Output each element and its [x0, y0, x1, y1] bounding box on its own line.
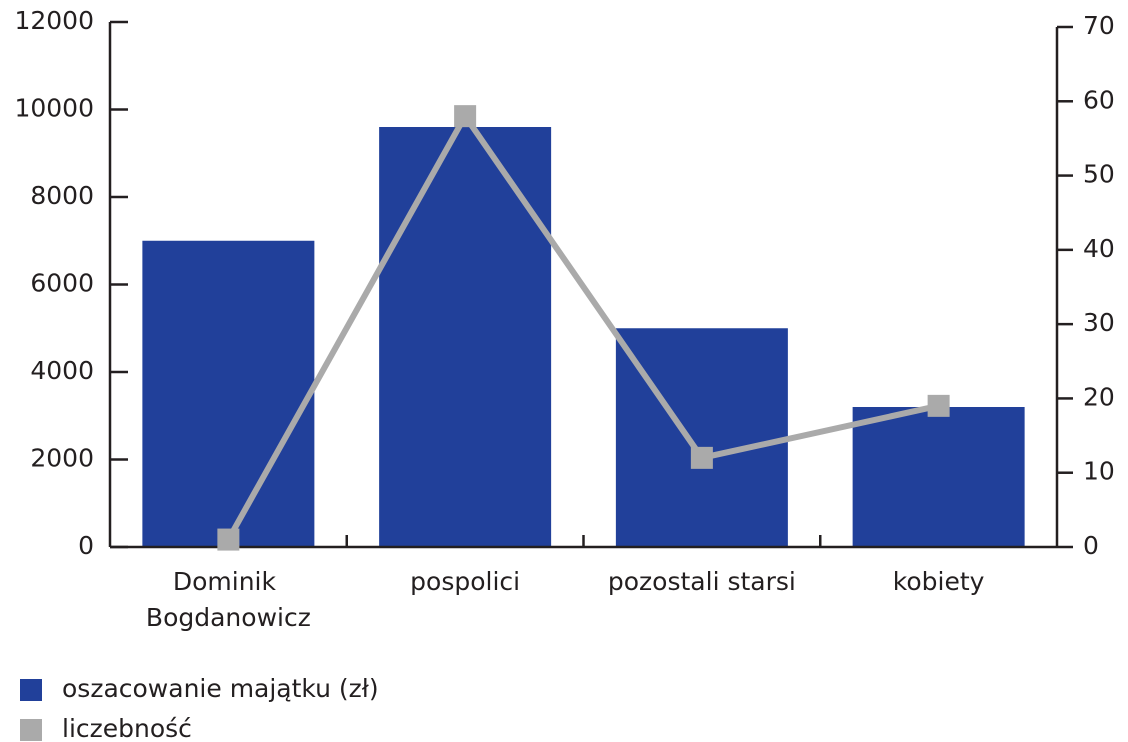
y-tick-label: 4000	[30, 356, 94, 385]
y2-tick-label: 50	[1083, 160, 1115, 189]
line-marker	[690, 446, 713, 469]
y2-tick-label: 70	[1083, 11, 1115, 40]
y2-tick-label: 40	[1083, 234, 1115, 263]
x-tick-label: pozostali starsi	[608, 567, 796, 596]
line-marker	[927, 394, 950, 417]
y-tick-label: 2000	[30, 444, 94, 473]
x-tick-label: pospolici	[410, 567, 520, 596]
y-tick-label: 10000	[14, 94, 94, 123]
x-tick-label: kobiety	[893, 567, 985, 596]
bar	[142, 240, 315, 547]
legend-label: oszacowanie majątku (zł)	[62, 674, 379, 703]
y-tick-label: 8000	[30, 181, 94, 210]
y2-tick-label: 10	[1083, 457, 1115, 486]
y2-tick-label: 60	[1083, 85, 1115, 114]
bar	[615, 328, 788, 547]
y-tick-label: 0	[78, 531, 94, 560]
bar	[852, 407, 1025, 547]
y2-tick-label: 20	[1083, 382, 1115, 411]
line-marker	[217, 528, 240, 551]
line	[225, 110, 940, 542]
legend-label: liczebność	[62, 714, 192, 742]
line-marker	[454, 105, 477, 128]
y2-tick-label: 30	[1083, 308, 1115, 337]
legend-swatch	[20, 719, 42, 741]
y2-tick-label: 0	[1083, 531, 1099, 560]
y-tick-label: 12000	[14, 6, 94, 35]
bar	[379, 127, 552, 547]
legend-swatch	[20, 679, 42, 701]
x-tick-label: Dominik Bogdanowicz	[146, 567, 311, 632]
y-tick-label: 6000	[30, 269, 94, 298]
